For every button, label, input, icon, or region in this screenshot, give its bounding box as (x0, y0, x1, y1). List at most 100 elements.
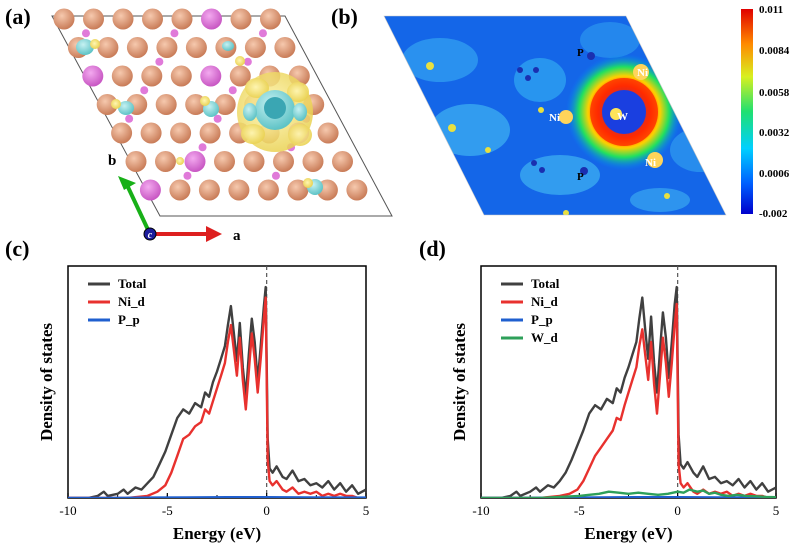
atom-label-ni-bottom: Ni (645, 157, 656, 169)
charge-isosurface (237, 72, 313, 152)
series-line-ni-d (68, 296, 366, 498)
lattice-axes: c b a (108, 153, 241, 244)
atom (125, 151, 147, 172)
atom (287, 179, 309, 201)
x-axis-label: Energy (eV) (173, 524, 261, 543)
atom (185, 37, 207, 58)
atom (156, 37, 178, 58)
colorbar-tick: -0.002 (759, 208, 788, 220)
atom-small (140, 86, 149, 95)
atom-label-p-bottom: P (577, 171, 584, 183)
y-axis-label: Density of states (37, 323, 56, 441)
atom (97, 37, 119, 58)
atom (273, 151, 294, 172)
atom (111, 65, 133, 87)
colorbar-tick: 0.0084 (759, 45, 790, 57)
atom-violet (139, 179, 161, 201)
atom (257, 179, 279, 201)
atom (170, 122, 192, 144)
atom (244, 37, 266, 58)
atom (171, 8, 193, 30)
atom-label-ni-top: Ni (637, 67, 648, 79)
colorbar-tick: 0.0006 (759, 168, 790, 180)
atom (214, 151, 235, 172)
atom-small (243, 57, 252, 66)
atom (274, 37, 296, 58)
series-line-w-d (481, 488, 776, 498)
atom (126, 37, 148, 58)
dos-chart-d: -10 -5 0 5 Energy (eV) Density of states Total… (450, 265, 780, 543)
atom (346, 179, 368, 201)
x-tick-label: -5 (574, 503, 585, 518)
x-tick-label: 0 (263, 503, 270, 518)
x-tick-label: -10 (472, 503, 489, 518)
atom (111, 122, 133, 144)
legend-label: Ni_d (531, 294, 559, 309)
x-tick-label: 5 (363, 503, 370, 518)
atom-violet (82, 65, 104, 87)
atom-label-ni-left: Ni (549, 112, 560, 124)
colorbar-tick: 0.0058 (759, 87, 790, 99)
atom-violet (200, 65, 222, 87)
atom (169, 179, 191, 201)
legend-label: Ni_d (118, 294, 146, 309)
structure-panel-a: c b a (51, 8, 393, 244)
legend-label: Total (118, 276, 147, 291)
x-tick-label: -10 (59, 503, 76, 518)
axis-b-label: b (108, 153, 116, 169)
atom (332, 151, 353, 172)
atom (228, 179, 250, 201)
plot-frame (480, 265, 777, 499)
atom-small (183, 171, 192, 180)
atom (142, 8, 163, 30)
atom (317, 122, 339, 144)
atom (260, 8, 281, 30)
atom-small (198, 143, 207, 152)
plot-frame (67, 265, 367, 499)
atom (229, 65, 251, 87)
x-tick-label: -5 (162, 503, 173, 518)
panel-c-label: (c) (5, 236, 30, 261)
legend-label: Total (531, 276, 560, 291)
panel-a-label: (a) (5, 4, 31, 29)
atom (53, 8, 75, 30)
axis-a-label: a (233, 228, 241, 244)
atom-small (155, 57, 164, 66)
atom-label-p-top: P (577, 47, 584, 59)
legend-label: W_d (531, 330, 559, 345)
atom-small (125, 114, 134, 123)
y-axis-label: Density of states (450, 323, 469, 441)
panel-b-label: (b) (331, 4, 358, 29)
atom-small (271, 171, 280, 180)
dos-chart-c: -10 -5 0 5 Energy (eV) Density of states Total… (37, 265, 370, 543)
atom (112, 8, 134, 30)
atom (243, 151, 265, 172)
colorbar-tick: 0.0032 (759, 127, 790, 139)
atom-small (170, 29, 179, 38)
legend-label: P_p (531, 312, 553, 327)
atom (155, 151, 176, 172)
isosurface-lobes (76, 39, 323, 195)
atom-label-w: W (617, 111, 628, 123)
atom (230, 8, 252, 30)
x-tick-label: 0 (674, 503, 681, 518)
legend-label: P_p (118, 312, 140, 327)
atom (302, 151, 324, 172)
x-axis-label: Energy (eV) (584, 524, 672, 543)
atom-small (258, 29, 267, 38)
atom (170, 65, 192, 87)
series-line-p-p (68, 496, 366, 498)
atom-small (213, 114, 222, 123)
colorbar (741, 9, 753, 214)
atom (155, 94, 177, 115)
x-tick-label: 5 (773, 503, 780, 518)
series-line-total (481, 285, 776, 498)
axis-c-label: c (148, 230, 153, 241)
atom-small (81, 29, 90, 38)
atom-small (228, 86, 237, 95)
atom (199, 122, 221, 144)
atom-violet (201, 8, 222, 30)
atom (83, 8, 104, 30)
panel-d-label: (d) (419, 236, 446, 261)
atom (214, 94, 236, 115)
